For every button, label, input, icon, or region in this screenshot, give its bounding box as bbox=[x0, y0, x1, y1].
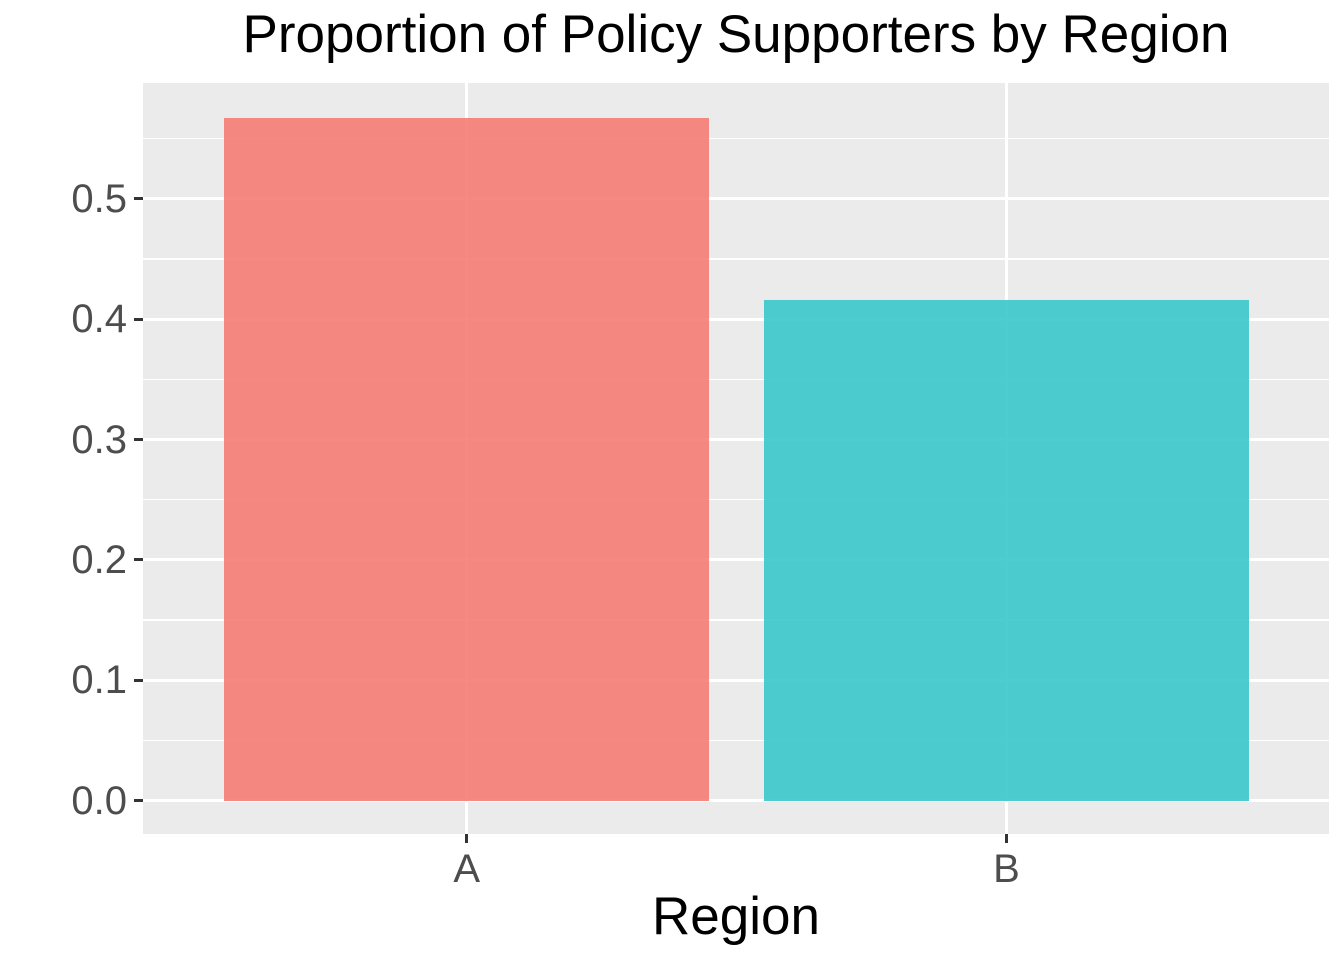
gridline-minor bbox=[143, 498, 1329, 501]
x-tick-mark bbox=[465, 834, 469, 843]
chart-title: Proportion of Policy Supporters by Regio… bbox=[242, 5, 1230, 64]
y-tick-mark bbox=[134, 678, 143, 682]
y-tick-label: 0.2 bbox=[71, 537, 127, 582]
y-tick-mark bbox=[134, 317, 143, 321]
x-tick-label: A bbox=[453, 847, 481, 891]
x-axis-title: Region bbox=[652, 887, 820, 946]
gridline-major bbox=[143, 438, 1329, 442]
gridline-major bbox=[143, 558, 1329, 562]
bar-region-a bbox=[224, 118, 710, 801]
plot-panel bbox=[143, 83, 1329, 834]
y-tick-label: 0.0 bbox=[71, 778, 127, 823]
x-tick-label: B bbox=[993, 847, 1020, 891]
x-tick-mark bbox=[1004, 834, 1008, 843]
y-tick-mark bbox=[134, 799, 143, 803]
y-tick-label: 0.5 bbox=[71, 176, 127, 221]
y-tick-label: 0.3 bbox=[71, 417, 127, 462]
gridline-major bbox=[143, 799, 1329, 803]
y-tick-mark bbox=[134, 438, 143, 442]
y-tick-label: 0.4 bbox=[71, 297, 127, 342]
gridline-major bbox=[143, 678, 1329, 682]
y-tick-mark bbox=[134, 197, 143, 201]
gridline-minor bbox=[143, 258, 1329, 260]
bar-region-b bbox=[763, 299, 1249, 801]
y-tick-label: 0.1 bbox=[71, 658, 127, 703]
gridline-major bbox=[143, 197, 1329, 201]
gridline-major bbox=[143, 317, 1329, 321]
y-tick-mark bbox=[134, 558, 143, 562]
gridline-minor bbox=[143, 739, 1329, 742]
gridline-minor bbox=[143, 619, 1329, 621]
gridline-minor bbox=[143, 137, 1329, 140]
gridline-minor bbox=[143, 378, 1329, 381]
